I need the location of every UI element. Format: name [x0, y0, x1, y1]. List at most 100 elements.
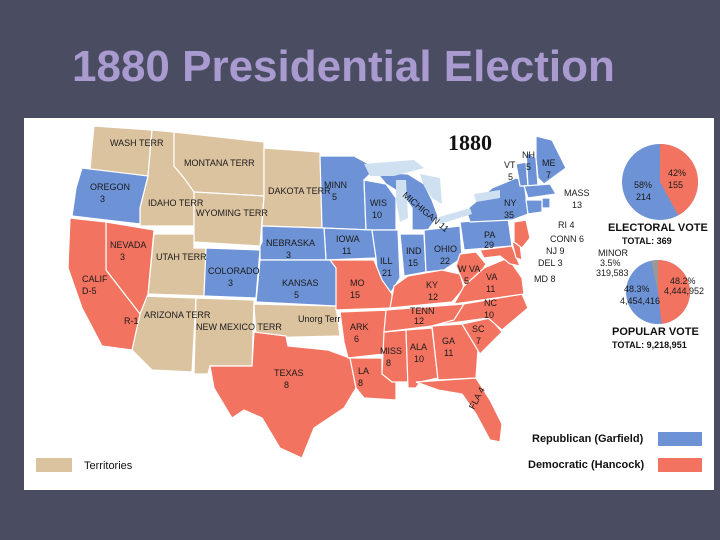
- label-ill: ILL: [380, 256, 393, 266]
- label-colorado: COLORADO: [208, 266, 260, 276]
- pv-minor-votes: 319,583: [596, 268, 629, 278]
- state-newyork: [465, 177, 529, 223]
- legend-democratic-label: Democratic (Hancock): [528, 459, 645, 471]
- legend-republican-swatch: [658, 432, 702, 446]
- label-minn: MINN: [324, 180, 347, 190]
- label-ind: IND: [406, 246, 422, 256]
- label-nc: NC: [484, 298, 497, 308]
- label-va-ev: 11: [486, 284, 495, 294]
- label-wyoming: WYOMING TERR: [196, 208, 268, 218]
- label-mo: MO: [350, 278, 365, 288]
- state-wisconsin: [363, 179, 397, 231]
- label-pa: PA: [484, 230, 495, 240]
- label-wis-ev: 10: [372, 210, 382, 220]
- state-utah: [147, 233, 207, 297]
- state-oregon: [71, 167, 149, 225]
- state-maryland: [479, 245, 521, 267]
- election-map-panel: WASH TERR OREGON 3 IDAHO TERR MONTANA TE…: [24, 118, 714, 490]
- label-ind-ev: 15: [408, 258, 418, 268]
- pv-rep-votes: 4,454,416: [620, 296, 660, 306]
- label-r1: R-1: [124, 316, 139, 326]
- label-dakota: DAKOTA TERR: [268, 186, 331, 196]
- label-ohio: OHIO: [434, 244, 457, 254]
- ev-dem-pct: 42%: [668, 168, 686, 178]
- label-iowa-ev: 11: [342, 246, 351, 256]
- state-unorg-terr: [253, 303, 341, 339]
- label-me: ME: [542, 158, 556, 168]
- state-southcarolina: [461, 317, 503, 355]
- label-iowa: IOWA: [336, 234, 360, 244]
- electoral-vote-total: TOTAL: 369: [622, 236, 672, 246]
- label-ala: ALA: [410, 342, 427, 352]
- popular-vote-title: POPULAR VOTE: [612, 326, 699, 338]
- label-tenn-ev: 12: [414, 316, 424, 326]
- label-vt-ev: 5: [508, 172, 513, 182]
- legend-territories-swatch: [36, 458, 72, 472]
- label-ga-ev: 11: [444, 348, 453, 358]
- lake-erie: [436, 208, 472, 224]
- slide-title: 1880 Presidential Election: [72, 42, 615, 91]
- state-massachusetts: [523, 183, 557, 199]
- label-sc: SC: [472, 324, 485, 334]
- lake-ontario: [474, 190, 500, 202]
- state-newjersey: [513, 219, 531, 249]
- label-ky-ev: 12: [428, 292, 438, 302]
- electoral-vote-title: ELECTORAL VOTE: [608, 222, 708, 234]
- legend-republican-label: Republican (Garfield): [532, 433, 644, 445]
- map-year: 1880: [448, 130, 492, 155]
- label-mass: MASS: [564, 188, 590, 198]
- label-nebraska: NEBRASKA: [266, 238, 315, 248]
- state-virginia: [452, 257, 525, 305]
- state-california: [67, 217, 141, 351]
- lake-huron: [420, 174, 442, 204]
- label-texas-ev: 8: [284, 380, 289, 390]
- label-utah: UTAH TERR: [156, 252, 207, 262]
- label-nh-ev: 5: [526, 162, 531, 172]
- label-nh: NH: [522, 150, 535, 160]
- lake-michigan: [396, 180, 408, 222]
- label-miss: MISS: [380, 346, 402, 356]
- state-florida: [415, 377, 503, 443]
- label-wva-ev: 5: [464, 276, 469, 286]
- pv-dem-pct: 48.2%: [670, 276, 696, 286]
- label-texas: TEXAS: [274, 368, 304, 378]
- legend-territories-label: Territories: [84, 460, 133, 472]
- label-me-ev: 7: [546, 170, 551, 180]
- label-montana: MONTANA TERR: [184, 158, 255, 168]
- label-sc-ev: 7: [476, 336, 481, 346]
- lake-superior: [364, 160, 424, 176]
- label-la-ev: 8: [358, 378, 363, 388]
- label-mo-ev: 15: [350, 290, 360, 300]
- label-miss-ev: 8: [386, 358, 391, 368]
- ev-dem-votes: 155: [668, 180, 683, 190]
- label-ga: GA: [442, 336, 455, 346]
- state-kentucky: [389, 269, 465, 309]
- us-electoral-map: WASH TERR OREGON 3 IDAHO TERR MONTANA TE…: [67, 125, 704, 459]
- label-md: MD 8: [534, 274, 556, 284]
- label-pa-ev: 29: [484, 240, 494, 250]
- label-ill-ev: 21: [382, 268, 392, 278]
- label-del: DEL 3: [538, 258, 563, 268]
- label-nj: NJ 9: [546, 246, 565, 256]
- state-connecticut: [525, 199, 543, 215]
- label-kansas: KANSAS: [282, 278, 319, 288]
- label-la: LA: [358, 366, 369, 376]
- ev-rep-pct: 58%: [634, 180, 652, 190]
- state-ohio: [423, 225, 463, 273]
- pv-minor-label: MINOR: [598, 248, 628, 258]
- state-rhodeisland: [541, 197, 551, 209]
- label-mass-ev: 13: [572, 200, 582, 210]
- legend-democratic-swatch: [658, 458, 702, 472]
- electoral-vote-pie: 42% 155 58% 214: [622, 144, 698, 220]
- state-louisiana: [349, 357, 397, 401]
- state-arkansas: [339, 309, 391, 359]
- state-mississippi: [381, 329, 409, 383]
- state-georgia: [431, 323, 479, 381]
- label-nevada-ev: 3: [120, 252, 125, 262]
- label-vt: VT: [504, 160, 516, 170]
- label-nevada: NEVADA: [110, 240, 146, 250]
- label-wis: WIS: [370, 198, 387, 208]
- label-va: VA: [486, 272, 497, 282]
- label-nebraska-ev: 3: [286, 250, 291, 260]
- label-colorado-ev: 3: [228, 278, 233, 288]
